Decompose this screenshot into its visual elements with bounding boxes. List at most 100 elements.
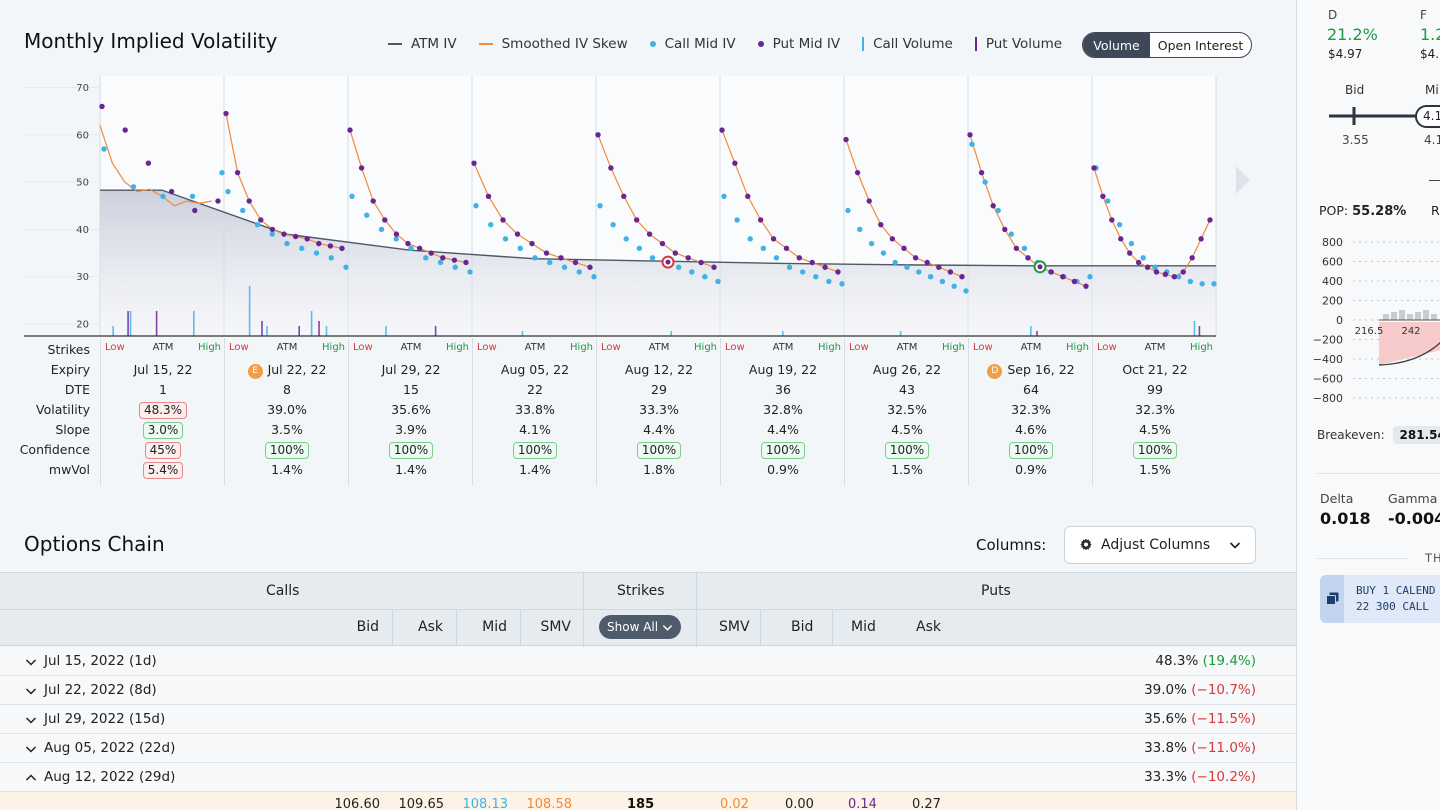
call-iv-point (1116, 221, 1123, 228)
expiry-group-row[interactable]: Aug 12, 2022 (29d) 33.3% (−10.2%) (0, 763, 1296, 792)
adjust-columns-button[interactable]: Adjust Columns (1064, 526, 1256, 564)
confidence-value-cell: 100% (597, 442, 721, 459)
slope-value-cell: 3.9% (349, 422, 473, 437)
call-iv-point (715, 278, 721, 285)
put-iv-point (223, 110, 229, 117)
trade-summary-card[interactable]: BUY 1 CALEND 22 300 CALL (1320, 575, 1440, 623)
show-all-strikes-button[interactable]: Show All (599, 615, 681, 639)
put-smv-header[interactable]: SMV (719, 619, 750, 635)
strike-high-label: High (942, 342, 965, 353)
call-iv-point (130, 184, 137, 190)
chevron-down-icon[interactable] (25, 743, 37, 755)
put-iv-point (698, 259, 704, 266)
put-iv-point (745, 193, 751, 199)
put-smv-value: 0.02 (720, 797, 749, 810)
volatility-value-cell: 48.3% (101, 402, 225, 419)
call-iv-point (437, 259, 444, 266)
put-iv-point (382, 217, 388, 223)
chain-header-columns: Bid Ask Mid SMV Show All SMV Bid Mid Ask (0, 610, 1296, 646)
chevron-up-icon[interactable] (25, 772, 37, 784)
put-iv-point (1100, 193, 1106, 199)
strike-low-label: Low (973, 342, 993, 353)
expiry-date: Aug 26, 22 (845, 362, 969, 377)
call-iv-point (364, 212, 370, 218)
put-iv-point (1180, 269, 1186, 275)
put-iv-point (1198, 236, 1204, 242)
expiry-group-row[interactable]: Aug 05, 2022 (22d) 33.8% (−11.0%) (0, 734, 1296, 763)
legend-put-volume[interactable]: Put Volume (974, 36, 1062, 52)
expiry-group-row[interactable]: Jul 15, 2022 (1d) 48.3% (19.4%) (0, 647, 1296, 676)
call-iv-point (982, 179, 988, 185)
call-iv-point (313, 250, 320, 256)
call-iv-point (452, 264, 458, 270)
pl-y-tick: −800 (1313, 392, 1343, 405)
legend-atm-iv[interactable]: ATM IV (388, 36, 457, 52)
expiry-iv-change: 33.8% (−11.0%) (1144, 740, 1256, 756)
expiry-column: Low ATM High Oct 21, 22 99 32.3% 4.5% 100% 1.5% (1092, 338, 1216, 486)
call-ask-header[interactable]: Ask (418, 619, 443, 635)
call-iv-point (927, 274, 934, 280)
strike-row[interactable]: 106.60 109.65 108.13 108.58 185 0.02 0.0… (0, 792, 1296, 810)
put-iv-point (1118, 236, 1124, 242)
dte-value-cell: 29 (597, 382, 721, 397)
volume-bar (261, 321, 263, 336)
legend-put-mid-iv[interactable]: Put Mid IV (757, 36, 840, 52)
toggle-volume[interactable]: Volume (1083, 33, 1150, 57)
legend-label: Call Mid IV (664, 36, 736, 52)
expiry-group-row[interactable]: Jul 29, 2022 (15d) 35.6% (−11.5%) (0, 705, 1296, 734)
put-bid-header[interactable]: Bid (791, 619, 814, 635)
expiry-date: Jul 15, 22 (101, 362, 225, 377)
legend-call-volume[interactable]: Call Volume (862, 36, 953, 52)
chevron-down-icon[interactable] (25, 685, 37, 697)
expiry-column: Low ATM High Aug 26, 22 43 32.5% 4.5% 100% 1.5% (844, 338, 968, 486)
skew-line-swatch (478, 43, 493, 45)
put-iv-point (1048, 269, 1054, 275)
call-smv-header[interactable]: SMV (540, 619, 571, 635)
strike-atm-label: ATM (1144, 342, 1166, 353)
chevron-down-icon[interactable] (25, 714, 37, 726)
volume-bar (298, 326, 300, 336)
legend-call-mid-iv[interactable]: Call Mid IV (649, 36, 736, 52)
row-label-slope: Slope (55, 422, 90, 437)
put-iv-point (327, 243, 334, 249)
call-iv-point (1105, 198, 1111, 204)
put-iv-point (595, 132, 601, 138)
mwvol-value: 1.8% (643, 462, 675, 477)
volatility-value: 48.3% (138, 402, 188, 419)
copy-icon[interactable] (1326, 592, 1339, 605)
put-iv-point (924, 259, 930, 266)
row-label-expiry: Expiry (50, 362, 90, 377)
legend-label: Smoothed IV Skew (501, 36, 628, 52)
chart-legend: ATM IV Smoothed IV Skew Call Mid IV Put … (388, 36, 1084, 52)
mwvol-value: 1.5% (891, 462, 923, 477)
toggle-open-interest[interactable]: Open Interest (1157, 37, 1244, 53)
chevron-down-icon[interactable] (25, 656, 37, 668)
mid-price-pill[interactable]: 4.1 (1415, 105, 1440, 128)
call-iv-point (517, 245, 523, 252)
pl-x-tick: 242 (1401, 326, 1420, 337)
volatility-value-cell: 39.0% (225, 402, 349, 417)
chevron-right-icon[interactable] (1232, 164, 1252, 196)
dte-value: 1 (159, 382, 167, 397)
call-iv-point (1008, 231, 1015, 237)
call-iv-point (393, 236, 399, 242)
expiry-iv: 39.0% (1144, 682, 1192, 698)
divider (1317, 473, 1440, 474)
put-mid-header[interactable]: Mid (851, 619, 876, 635)
strike-high-label: High (1190, 342, 1213, 353)
put-iv-point (1171, 274, 1178, 280)
slope-value: 3.0% (142, 422, 184, 439)
call-iv-point (760, 245, 767, 252)
legend-smoothed-skew[interactable]: Smoothed IV Skew (478, 36, 628, 52)
call-bid-header[interactable]: Bid (356, 619, 379, 635)
put-iv-point (866, 198, 872, 204)
expiry-group-row[interactable]: Jul 22, 2022 (8d) 39.0% (−10.7%) (0, 676, 1296, 705)
smoothed-skew-line (721, 129, 839, 273)
call-iv-point (1187, 278, 1194, 285)
strike-atm-label: ATM (152, 342, 174, 353)
call-mid-header[interactable]: Mid (482, 619, 507, 635)
put-iv-point (572, 259, 579, 266)
call-iv-point (969, 141, 975, 147)
put-iv-point (304, 236, 310, 242)
put-ask-header[interactable]: Ask (916, 619, 941, 635)
